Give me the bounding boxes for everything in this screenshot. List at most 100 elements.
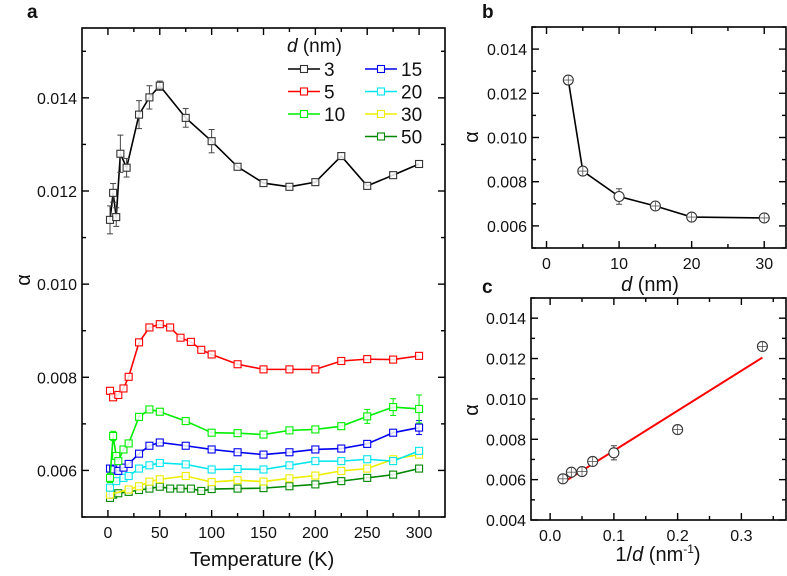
data-point	[259, 430, 268, 439]
data-point	[389, 355, 398, 364]
legend-item-3: 3	[288, 60, 335, 81]
series-line	[109, 84, 420, 220]
data-point	[124, 471, 133, 481]
legend-label: 30	[401, 105, 422, 126]
series-line	[109, 323, 420, 399]
legend-marker	[376, 64, 386, 74]
data-point	[233, 484, 242, 493]
y-tick-label: 0.010	[487, 131, 527, 148]
data-point	[166, 323, 175, 332]
data-point	[285, 482, 294, 491]
data-point	[233, 162, 242, 171]
legend-item-30: 30	[365, 105, 422, 126]
data-point	[105, 386, 115, 395]
data-point	[337, 356, 346, 366]
data-point	[311, 425, 320, 434]
data-point	[363, 439, 372, 448]
data-point	[124, 439, 133, 448]
y-tick-label: 0.010	[37, 277, 77, 294]
legend-title-unit: (nm)	[298, 36, 342, 57]
series-line	[567, 79, 765, 219]
legend-marker	[376, 87, 386, 96]
axes-frame	[530, 297, 787, 521]
panel-label-b: b	[482, 2, 494, 23]
data-point	[114, 390, 123, 400]
x-tick-label: 0	[103, 525, 112, 542]
series-20	[105, 446, 424, 492]
x-tick-label: 300	[406, 525, 433, 542]
x-tick-label: 10	[610, 256, 628, 273]
data-point	[363, 473, 372, 482]
data-point	[285, 365, 294, 374]
data-point	[109, 188, 118, 197]
y-tick-label: 0.014	[37, 91, 77, 108]
data-point	[176, 333, 185, 342]
data-point	[415, 446, 424, 455]
data-point	[363, 355, 372, 364]
data-point	[389, 457, 398, 466]
series-3	[105, 80, 424, 235]
x-tick-label: 250	[354, 525, 381, 542]
data-point	[233, 464, 242, 474]
data-point	[181, 441, 190, 450]
series-data	[557, 340, 768, 485]
legend-marker	[376, 132, 386, 141]
data-point	[233, 429, 242, 438]
data-point	[105, 490, 115, 499]
legend-title-d: d	[287, 36, 299, 57]
data-point	[363, 412, 372, 421]
series-10	[105, 394, 424, 484]
data-point	[389, 428, 398, 437]
data-point	[134, 338, 144, 347]
data-point	[145, 477, 154, 486]
series-alpha-vs-d	[562, 74, 770, 224]
panel-c-xlabel-sup: -1	[683, 542, 694, 556]
data-point	[181, 471, 190, 481]
legend-label: 3	[324, 60, 335, 81]
data-point	[155, 81, 164, 90]
data-point	[311, 480, 320, 489]
panel-a: 0 50 100 150 200 250 300 0.006 0.008 0.010 0.012 0.…	[37, 27, 446, 542]
data-point	[186, 337, 195, 346]
data-point	[285, 426, 294, 435]
legend-marker	[299, 64, 309, 74]
panel-b-ylabel: α	[461, 131, 483, 143]
panel-a-xlabel: Temperature (K)	[190, 549, 335, 571]
panel-c-xlabel-pre: 1/	[615, 544, 632, 566]
data-point	[197, 345, 206, 354]
data-point	[311, 471, 320, 480]
x-tick-label: 200	[302, 525, 329, 542]
data-point	[337, 457, 346, 466]
y-tick-label: 0.006	[487, 219, 527, 236]
data-point	[105, 473, 115, 482]
data-point	[166, 484, 175, 493]
legend-label: 15	[401, 60, 422, 81]
y-tick-label: 0.012	[37, 184, 77, 201]
y-tick-label: 0.012	[486, 352, 526, 369]
y-tick-label: 0.008	[487, 175, 527, 192]
data-point	[233, 360, 242, 369]
panel-c-xlabel-unit: (nm	[643, 544, 683, 566]
data-point	[363, 181, 372, 190]
data-point	[134, 412, 144, 421]
plots: 0 50 100 150 200 250 3000.0060.0080.0100.0120.…	[37, 26, 787, 545]
data-point	[176, 484, 185, 493]
y-tick-label: 0.006	[37, 463, 77, 480]
legend-label: 20	[401, 83, 422, 104]
data-point	[389, 171, 398, 180]
data-point	[233, 448, 242, 457]
series-15	[105, 420, 424, 475]
data-point	[285, 448, 294, 457]
data-point	[259, 365, 268, 374]
data-point	[145, 93, 154, 102]
legend-marker	[376, 109, 386, 119]
x-tick-label: 0.1	[603, 528, 625, 545]
data-point	[415, 423, 424, 432]
legend-item-10: 10	[288, 105, 345, 126]
data-point	[155, 320, 164, 329]
x-tick-label: 150	[250, 525, 277, 542]
data-point	[124, 485, 133, 494]
data-point	[415, 464, 424, 473]
x-tick-label: 0.3	[730, 528, 752, 545]
